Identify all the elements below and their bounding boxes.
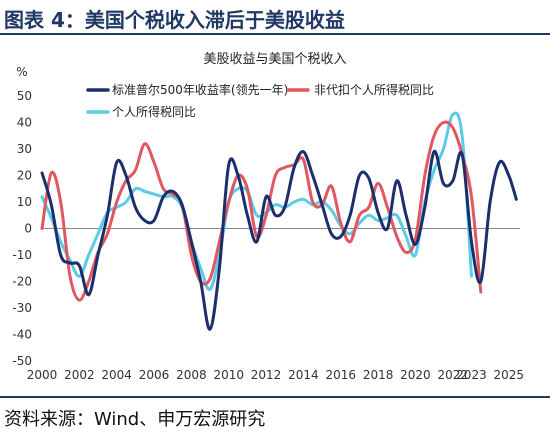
x-tick-label: 2012 xyxy=(251,368,282,382)
x-tick-label: 2008 xyxy=(176,368,207,382)
x-tick-label: 2018 xyxy=(363,368,394,382)
figure-title: 图表 4：美国个税收入滞后于美股收益 xyxy=(4,8,345,32)
series-line-3 xyxy=(40,111,473,291)
y-tick-label: -40 xyxy=(12,328,32,342)
series-line-1 xyxy=(40,150,518,331)
figure-header: 图表 4：美国个税收入滞后于美股收益 xyxy=(0,0,550,35)
footer-divider xyxy=(0,396,550,398)
x-tick-label: 2022 xyxy=(438,368,469,382)
x-tick-label: 2010 xyxy=(213,368,244,382)
x-tick-label: 2006 xyxy=(139,368,170,382)
legend-label: 个人所得税同比 xyxy=(112,104,196,119)
y-tick-label: -10 xyxy=(12,248,32,262)
header-divider xyxy=(0,33,550,35)
source-note: 资料来源：Wind、申万宏源研究 xyxy=(4,409,266,430)
y-tick-label: 50 xyxy=(17,89,32,103)
series-lines xyxy=(40,111,518,331)
x-tick-label: 2016 xyxy=(325,368,356,382)
x-tick-label: 2025 xyxy=(494,368,525,382)
legend-label: 标准普尔500年收益率(领先一年) xyxy=(112,82,288,97)
y-tick-label: -50 xyxy=(12,354,32,368)
y-tick-label: -20 xyxy=(12,275,32,289)
x-tick-label: 2014 xyxy=(288,368,319,382)
x-tick-label: 2004 xyxy=(101,368,132,382)
series-line-2 xyxy=(40,120,483,302)
x-axis-ticks: 2000 2002 2004 2006 2008 2010 2012 2014 2016 2018… xyxy=(27,368,524,382)
y-tick-label: 40 xyxy=(17,116,32,130)
line-chart: 美股收益与美国个税收入 % 50403020100-10-20-30-40-50… xyxy=(12,52,524,382)
legend-label: 非代扣个人所得税同比 xyxy=(314,82,434,97)
y-axis-ticks: 50 40 30 20 10 0 -10 -20 -30 -40 -50 xyxy=(12,89,32,368)
y-tick-label: 30 xyxy=(17,142,32,156)
chart-title: 美股收益与美国个税收入 xyxy=(203,52,346,67)
x-tick-label: 2020 xyxy=(400,368,431,382)
y-tick-label: 0 xyxy=(24,222,32,236)
y-tick-label: -30 xyxy=(12,301,32,315)
x-tick-label: 2023 xyxy=(456,368,487,382)
x-tick-label: 2000 xyxy=(27,368,58,382)
y-axis-unit: % xyxy=(16,65,27,79)
x-tick-label: 2002 xyxy=(64,368,95,382)
y-tick-label: 10 xyxy=(17,195,32,209)
y-tick-label: 20 xyxy=(17,169,32,183)
